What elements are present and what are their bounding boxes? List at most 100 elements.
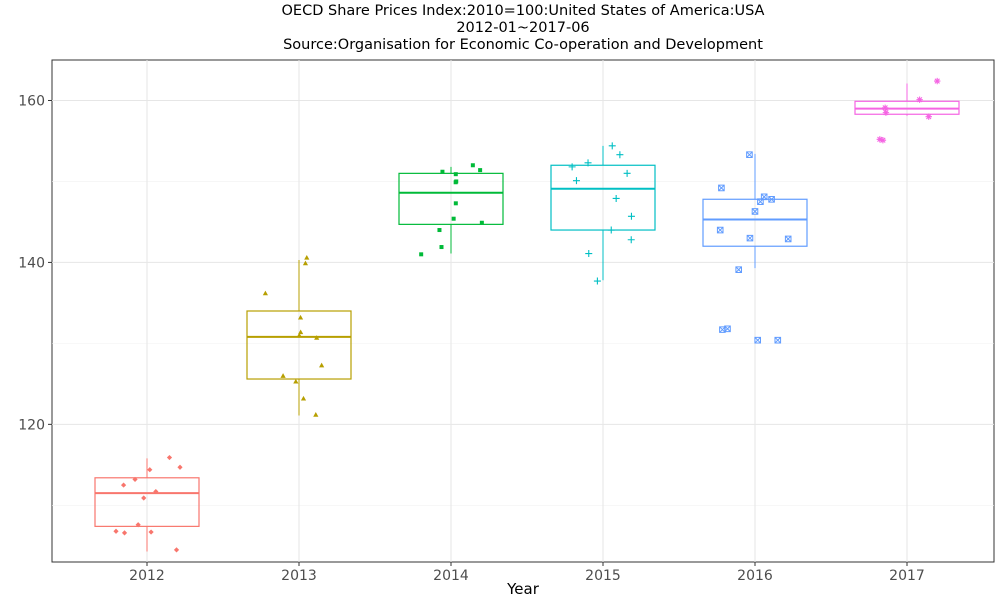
data-point — [120, 482, 127, 488]
iqr-box — [702, 198, 808, 247]
box-2017 — [854, 83, 960, 116]
data-point — [746, 234, 754, 242]
data-point — [593, 277, 601, 285]
data-point — [437, 228, 442, 233]
data-point — [132, 476, 138, 483]
data-point — [454, 179, 459, 184]
data-point — [304, 254, 310, 260]
data-point — [608, 142, 616, 150]
y-tick-label: 160 — [18, 93, 45, 109]
plot-panel — [51, 59, 995, 563]
x-tick-label: 2015 — [585, 568, 621, 584]
data-point — [296, 332, 302, 338]
data-point — [298, 329, 304, 335]
data-point — [882, 109, 890, 116]
data-point — [262, 290, 268, 296]
data-point — [774, 336, 782, 344]
iqr-box — [398, 172, 504, 225]
data-point — [419, 252, 424, 257]
data-point — [113, 528, 119, 534]
data-point — [453, 172, 458, 177]
points-2017 — [876, 77, 941, 144]
data-point — [166, 454, 173, 461]
x-tick-label: 2013 — [281, 568, 317, 584]
x-tick-label: 2014 — [433, 568, 469, 584]
x-tick-label: 2016 — [737, 568, 773, 584]
box-2014 — [398, 166, 504, 254]
data-point — [716, 226, 724, 234]
data-point — [724, 325, 731, 333]
data-point — [627, 236, 635, 244]
data-point — [302, 260, 309, 266]
data-point — [280, 373, 286, 378]
data-point — [751, 208, 759, 215]
data-point — [572, 177, 580, 185]
chart-title: OECD Share Prices Index:2010=100:United … — [281, 3, 765, 19]
data-point — [607, 226, 615, 234]
data-point — [440, 169, 445, 174]
data-point — [876, 136, 884, 143]
x-tick-label: 2012 — [129, 568, 165, 584]
box-2012 — [94, 458, 200, 552]
data-point — [735, 266, 743, 274]
data-point — [439, 245, 444, 250]
title-block: OECD Share Prices Index:2010=100:United … — [0, 3, 1000, 54]
data-point — [478, 168, 483, 173]
data-point — [879, 136, 887, 144]
box-2015 — [550, 145, 656, 281]
points-2013 — [262, 254, 325, 417]
data-point — [313, 412, 319, 417]
points-2016 — [716, 151, 792, 344]
iqr-box — [94, 477, 200, 527]
points-2015 — [568, 142, 635, 285]
data-point — [784, 235, 792, 243]
data-point — [881, 104, 889, 111]
points-2012 — [113, 454, 183, 553]
chart-source: Source:Organisation for Economic Co-oper… — [283, 37, 763, 53]
data-point — [568, 163, 576, 171]
chart-subtitle: 2012-01~2017-06 — [456, 20, 590, 36]
y-tick-label: 120 — [18, 417, 45, 433]
data-point — [135, 522, 141, 528]
data-point — [141, 495, 147, 501]
data-point — [177, 464, 183, 470]
data-point — [153, 488, 159, 495]
data-point — [319, 362, 325, 368]
data-point — [314, 335, 320, 340]
data-point — [760, 193, 768, 201]
box-2016 — [702, 153, 808, 269]
iqr-box — [246, 310, 352, 380]
data-point — [300, 395, 307, 401]
data-point — [479, 220, 484, 225]
data-point — [451, 216, 456, 221]
data-point — [453, 201, 458, 206]
gridlines — [52, 60, 994, 562]
jitter-points — [113, 77, 941, 553]
data-point — [148, 529, 154, 535]
data-point — [718, 184, 725, 192]
data-point — [147, 467, 153, 473]
data-point — [585, 250, 593, 258]
data-point — [584, 159, 592, 167]
data-point — [470, 163, 475, 168]
x-axis-title: Year — [506, 580, 540, 598]
data-point — [623, 169, 631, 177]
data-point — [121, 530, 128, 536]
data-point — [916, 96, 923, 103]
data-point — [627, 212, 635, 220]
data-point — [925, 113, 932, 120]
axes: 120 140 160 2012 2013 2014 2015 2016 2017 — [18, 93, 925, 584]
data-point — [612, 194, 620, 202]
data-point — [616, 151, 624, 159]
data-point — [297, 314, 304, 320]
data-point — [293, 378, 299, 384]
x-tick-label: 2017 — [889, 568, 925, 584]
data-point — [934, 77, 941, 85]
y-tick-label: 140 — [18, 255, 45, 271]
iqr-box — [550, 164, 656, 231]
data-point — [746, 151, 753, 159]
points-2014 — [419, 163, 484, 257]
data-point — [173, 547, 180, 553]
data-point — [768, 195, 775, 203]
